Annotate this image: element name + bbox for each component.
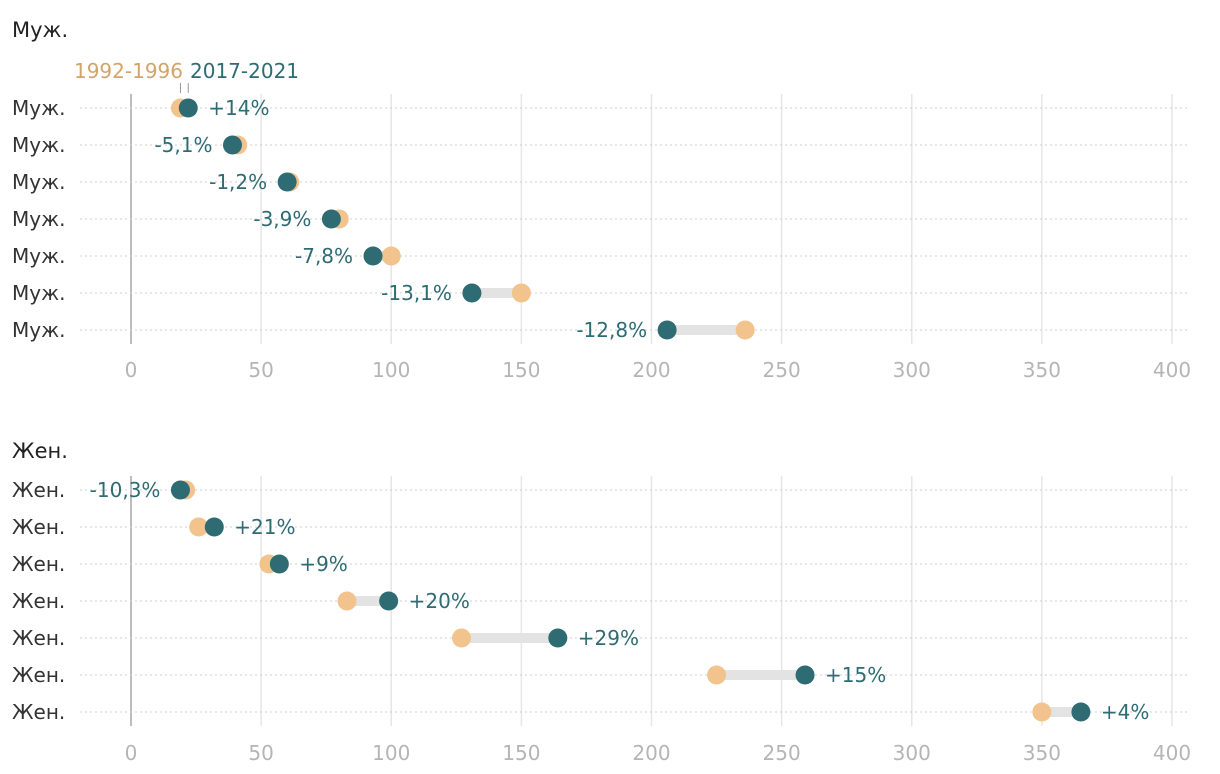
panel-title: Муж. [12, 18, 68, 42]
x-tick-label: 250 [763, 358, 801, 382]
x-tick-label: 350 [1023, 358, 1061, 382]
row-label: Жен. [12, 515, 65, 539]
dot-2017-2021 [321, 209, 341, 229]
row-label: Муж. [12, 96, 65, 120]
change-label: +20% [409, 589, 470, 613]
row-label: Муж. [12, 244, 65, 268]
x-tick-label: 300 [893, 358, 931, 382]
dot-2017-2021 [277, 172, 297, 192]
x-tick-label: 350 [1023, 741, 1061, 765]
dot-1992-1996 [735, 320, 755, 340]
x-tick-label: 100 [372, 358, 410, 382]
x-tick-label: 200 [632, 741, 670, 765]
row-label: Муж. [12, 207, 65, 231]
dot-2017-2021 [204, 517, 224, 537]
dot-1992-1996 [189, 517, 209, 537]
x-tick-label: 100 [372, 741, 410, 765]
dot-2017-2021 [379, 591, 399, 611]
dot-1992-1996 [381, 246, 401, 266]
change-label: -10,3% [90, 478, 161, 502]
x-tick-label: 200 [632, 358, 670, 382]
dot-2017-2021 [657, 320, 677, 340]
x-tick-label: 400 [1153, 741, 1191, 765]
row-label: Жен. [12, 700, 65, 724]
change-label: -13,1% [381, 281, 452, 305]
change-label: +9% [299, 552, 348, 576]
x-tick-label: 250 [763, 741, 801, 765]
row-label: Муж. [12, 170, 65, 194]
legend-2017-2021: 2017-2021 [190, 59, 299, 83]
x-tick-label: 300 [893, 741, 931, 765]
dot-1992-1996 [452, 628, 472, 648]
dot-2017-2021 [462, 283, 482, 303]
row-label: Жен. [12, 478, 65, 502]
dot-2017-2021 [548, 628, 568, 648]
row-label: Жен. [12, 589, 65, 613]
change-label: -5,1% [154, 133, 212, 157]
x-tick-label: 400 [1153, 358, 1191, 382]
change-label: +14% [208, 96, 269, 120]
change-label: +21% [234, 515, 295, 539]
legend-1992-1996: 1992-1996 [74, 59, 183, 83]
change-label: -7,8% [295, 244, 353, 268]
change-label: -3,9% [253, 207, 311, 231]
change-label: -1,2% [209, 170, 267, 194]
panel-title: Жен. [12, 439, 68, 463]
row-label: Жен. [12, 663, 65, 687]
row-label: Муж. [12, 133, 65, 157]
dot-1992-1996 [511, 283, 531, 303]
row-label: Жен. [12, 552, 65, 576]
dot-2017-2021 [222, 135, 242, 155]
row-label: Муж. [12, 281, 65, 305]
dot-2017-2021 [795, 665, 815, 685]
dot-1992-1996 [337, 591, 357, 611]
dot-1992-1996 [707, 665, 727, 685]
dot-2017-2021 [269, 554, 289, 574]
x-tick-label: 150 [502, 741, 540, 765]
row-label: Жен. [12, 626, 65, 650]
change-label: +15% [825, 663, 886, 687]
dot-2017-2021 [178, 98, 198, 118]
x-tick-label: 150 [502, 358, 540, 382]
dot-2017-2021 [363, 246, 383, 266]
row-label: Муж. [12, 318, 65, 342]
change-label: +29% [578, 626, 639, 650]
x-tick-label: 0 [125, 358, 138, 382]
dot-2017-2021 [1071, 702, 1091, 722]
x-tick-label: 0 [125, 741, 138, 765]
x-tick-label: 50 [248, 741, 273, 765]
dot-1992-1996 [1032, 702, 1052, 722]
change-label: +4% [1101, 700, 1150, 724]
dot-2017-2021 [170, 480, 190, 500]
x-tick-label: 50 [248, 358, 273, 382]
change-label: -12,8% [576, 318, 647, 342]
